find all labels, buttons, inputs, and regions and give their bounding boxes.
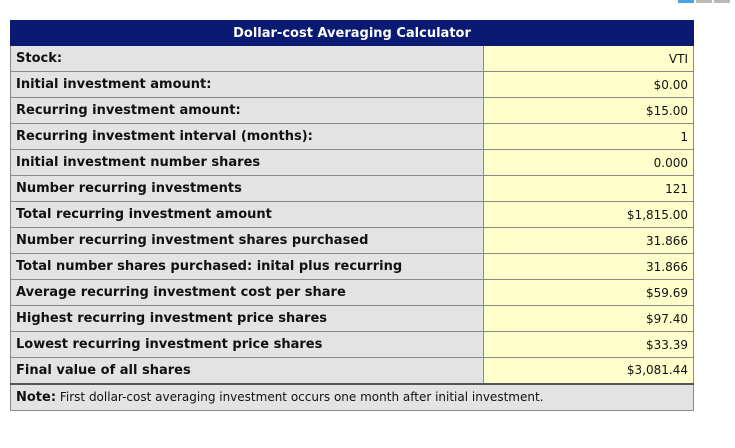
table-row: Final value of all shares $3,081.44 <box>10 357 694 384</box>
table-row: Number recurring investment shares purch… <box>10 227 694 254</box>
row-value: $1,815.00 <box>483 201 694 228</box>
table-row: Highest recurring investment price share… <box>10 305 694 332</box>
row-value: $33.39 <box>483 331 694 358</box>
row-label: Stock: <box>10 45 484 72</box>
title-row: Dollar-cost Averaging Calculator <box>10 20 694 46</box>
note-cell: Note: First dollar-cost averaging invest… <box>10 382 694 411</box>
row-value: 1 <box>483 123 694 150</box>
row-value: $15.00 <box>483 97 694 124</box>
table-row: Total recurring investment amount $1,815.… <box>10 201 694 228</box>
row-label: Total number shares purchased: inital pl… <box>10 253 484 280</box>
dca-calculator-table: Dollar-cost Averaging Calculator Stock: V… <box>10 20 694 411</box>
table-row: Recurring investment interval (months): 1 <box>10 123 694 150</box>
table-row: Recurring investment amount: $15.00 <box>10 97 694 124</box>
row-value: $59.69 <box>483 279 694 306</box>
row-value: 31.866 <box>483 227 694 254</box>
table-row: Initial investment amount: $0.00 <box>10 71 694 98</box>
table-row: Number recurring investments 121 <box>10 175 694 202</box>
table-row: Initial investment number shares 0.000 <box>10 149 694 176</box>
table-row: Lowest recurring investment price shares… <box>10 331 694 358</box>
note-row: Note: First dollar-cost averaging invest… <box>10 382 694 411</box>
row-label: Final value of all shares <box>10 357 484 384</box>
corner-tab-3[interactable] <box>714 0 730 3</box>
row-value: 0.000 <box>483 149 694 176</box>
row-label: Total recurring investment amount <box>10 201 484 228</box>
row-label: Lowest recurring investment price shares <box>10 331 484 358</box>
table-row: Total number shares purchased: inital pl… <box>10 253 694 280</box>
row-label: Average recurring investment cost per sh… <box>10 279 484 306</box>
row-value: $3,081.44 <box>483 357 694 384</box>
table-row: Average recurring investment cost per sh… <box>10 279 694 306</box>
table-row: Stock: VTI <box>10 45 694 72</box>
row-value: VTI <box>483 45 694 72</box>
row-label: Number recurring investments <box>10 175 484 202</box>
row-value: 121 <box>483 175 694 202</box>
corner-tabs <box>678 0 730 3</box>
row-value: 31.866 <box>483 253 694 280</box>
note-text: First dollar-cost averaging investment o… <box>59 389 544 404</box>
note-label: Note: <box>16 389 57 405</box>
row-label: Highest recurring investment price share… <box>10 305 484 332</box>
row-value: $97.40 <box>483 305 694 332</box>
corner-tab-2[interactable] <box>696 0 712 3</box>
row-label: Initial investment amount: <box>10 71 484 98</box>
corner-tab-1[interactable] <box>678 0 694 3</box>
row-label: Recurring investment interval (months): <box>10 123 484 150</box>
row-value: $0.00 <box>483 71 694 98</box>
row-label: Initial investment number shares <box>10 149 484 176</box>
row-label: Recurring investment amount: <box>10 97 484 124</box>
calculator-title: Dollar-cost Averaging Calculator <box>10 20 694 46</box>
row-label: Number recurring investment shares purch… <box>10 227 484 254</box>
